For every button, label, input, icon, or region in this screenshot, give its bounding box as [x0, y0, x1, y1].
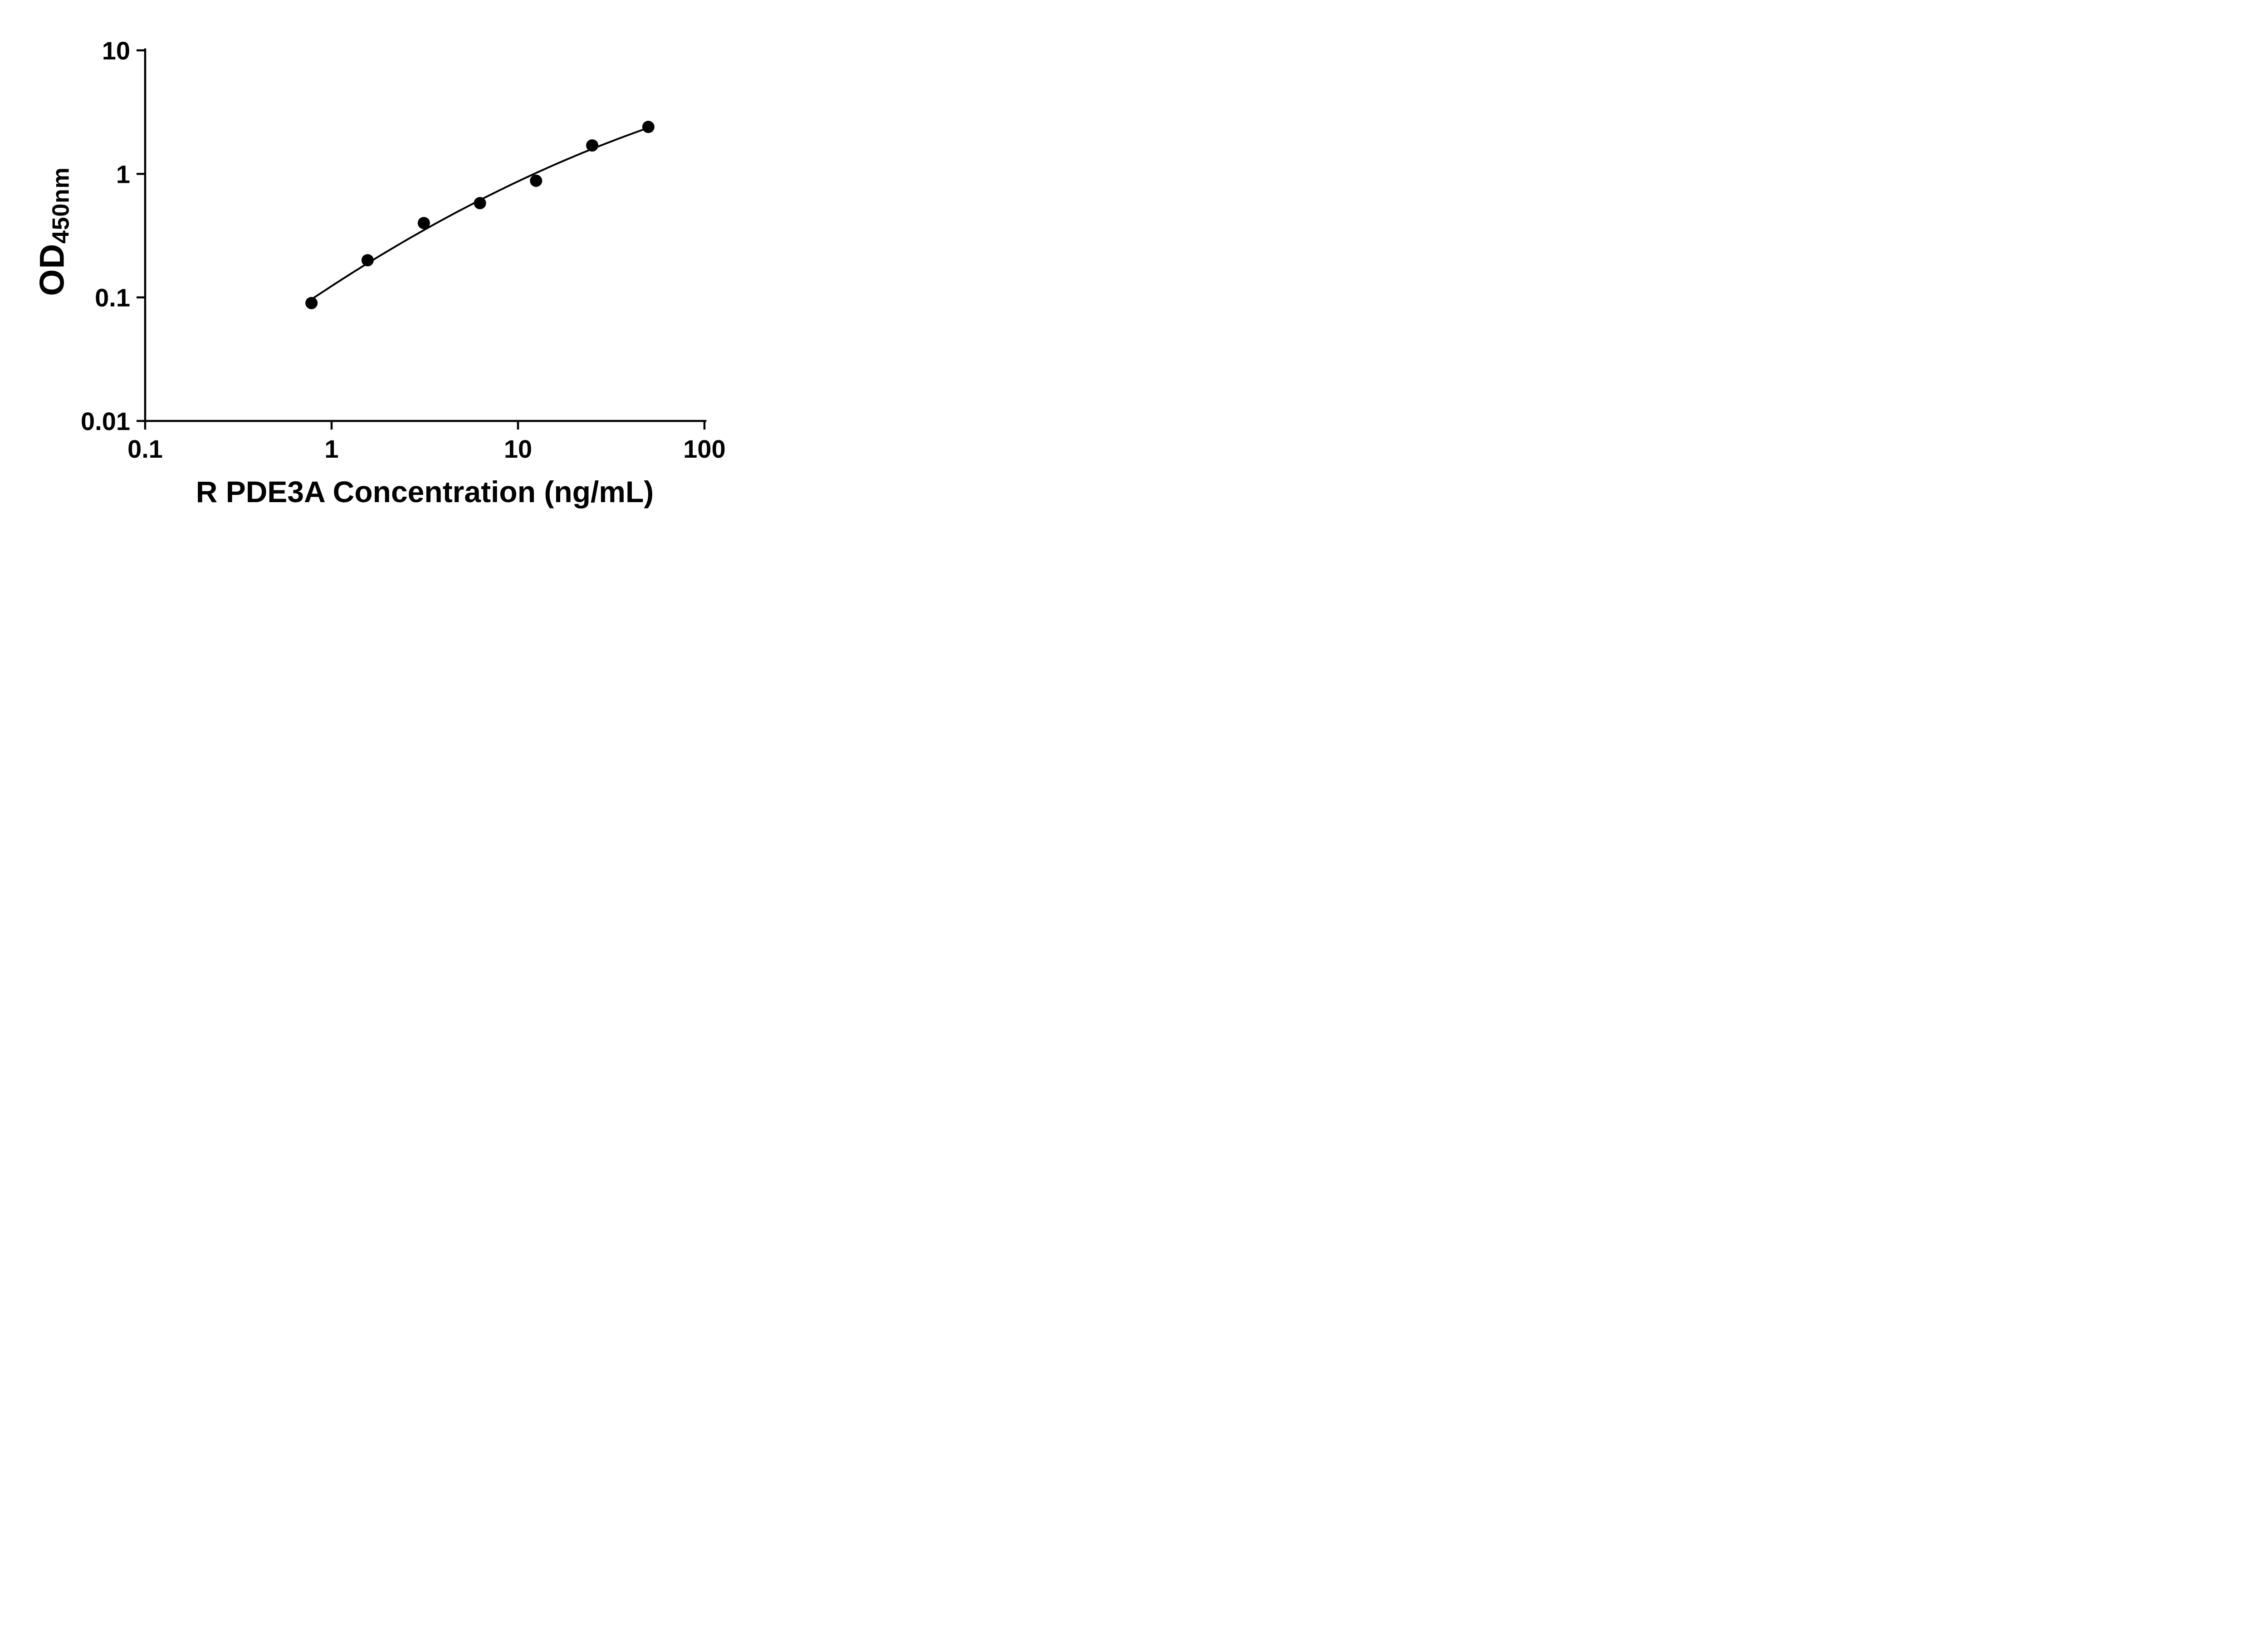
x-axis-tick-label-10: 10 — [504, 435, 532, 463]
data-point-6 — [586, 139, 599, 152]
y-axis-title-main: OD — [33, 243, 72, 296]
x-axis-tick-label-100: 100 — [683, 435, 725, 463]
y-axis-tick-label-0.01: 0.01 — [81, 407, 130, 435]
data-point-5 — [530, 175, 543, 187]
data-point-7 — [642, 121, 655, 133]
y-axis-title-subscript: 450nm — [48, 166, 74, 244]
y-axis-tick-label-10: 10 — [102, 36, 130, 65]
data-point-2 — [361, 254, 374, 267]
x-axis-tick-label-1: 1 — [324, 435, 338, 463]
data-point-1 — [305, 297, 318, 309]
fit-curve — [310, 127, 650, 300]
y-axis-title: OD450nm — [23, 132, 82, 331]
elisa-standard-curve-figure: 0.1 1 10 100 0.01 0.1 1 10 OD450nm R PDE3A Conc… — [0, 0, 777, 544]
data-point-4 — [474, 197, 486, 210]
y-axis-title-text: OD450nm — [33, 166, 74, 296]
y-axis-tick-label-0.1: 0.1 — [95, 284, 130, 312]
x-axis-title: R PDE3A Concentration (ng/mL) — [196, 475, 654, 508]
data-point-3 — [417, 217, 430, 230]
y-axis-tick-label-1: 1 — [116, 160, 130, 188]
x-axis-tick-label-0.1: 0.1 — [127, 435, 163, 463]
axis-lines — [144, 48, 707, 422]
